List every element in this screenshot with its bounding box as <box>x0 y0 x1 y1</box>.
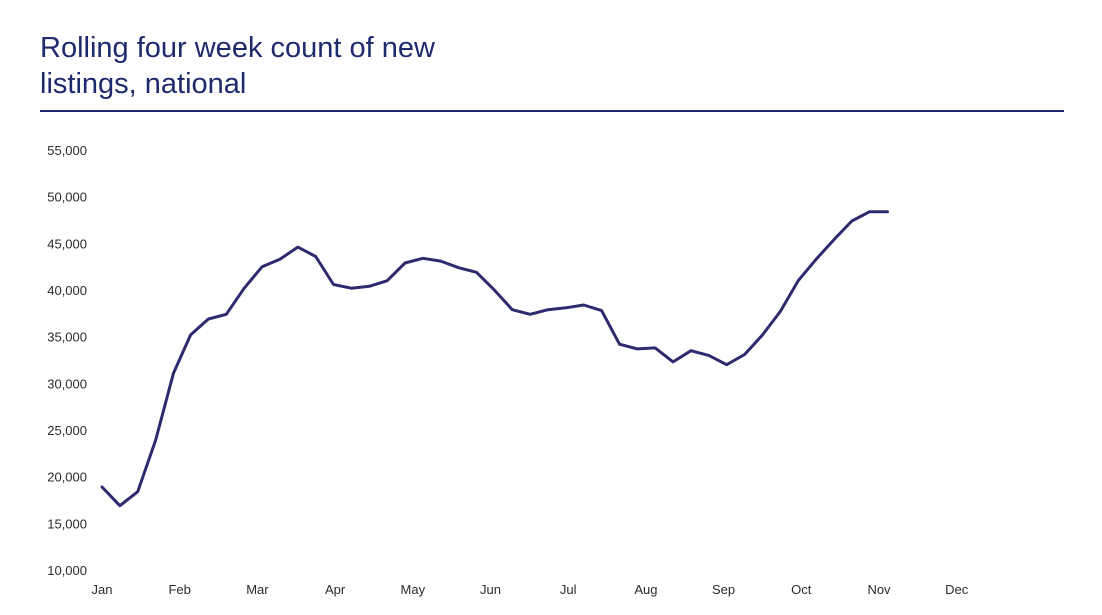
chart-title-line-2: listings, national <box>40 68 247 100</box>
y-tick-label: 30,000 <box>47 376 87 391</box>
y-tick-label: 35,000 <box>47 330 87 345</box>
plot-area <box>100 210 889 508</box>
y-tick-label: 40,000 <box>47 283 87 298</box>
y-tick-label: 20,000 <box>47 470 87 485</box>
x-tick-label: Oct <box>791 582 812 597</box>
y-tick-label: 15,000 <box>47 516 87 531</box>
x-tick-label: Mar <box>246 582 269 597</box>
x-tick-label: Apr <box>325 582 346 597</box>
y-tick-label: 10,000 <box>47 563 87 578</box>
x-tick-label: Feb <box>168 582 190 597</box>
y-axis: 55,000 50,000 45,000 40,000 35,000 30,000 25,0… <box>47 143 87 578</box>
x-tick-label: Nov <box>867 582 891 597</box>
x-tick-label: Jul <box>560 582 577 597</box>
x-axis: Jan Feb Mar Apr May Jun Jul Aug Sep Oct Nov Dec <box>92 582 969 597</box>
y-tick-label: 55,000 <box>47 143 87 158</box>
x-tick-label: Jan <box>92 582 113 597</box>
chart-title: Rolling four week count of new listings,… <box>40 30 680 102</box>
x-tick-label: Sep <box>712 582 735 597</box>
title-divider <box>40 110 1064 112</box>
series-line <box>100 210 889 508</box>
x-tick-label: Jun <box>480 582 501 597</box>
x-tick-label: May <box>401 582 426 597</box>
x-tick-label: Aug <box>634 582 657 597</box>
y-tick-label: 50,000 <box>47 190 87 205</box>
chart-title-line-1: Rolling four week count of new <box>40 32 435 64</box>
y-tick-label: 25,000 <box>47 423 87 438</box>
x-tick-label: Dec <box>945 582 969 597</box>
y-tick-label: 45,000 <box>47 236 87 251</box>
